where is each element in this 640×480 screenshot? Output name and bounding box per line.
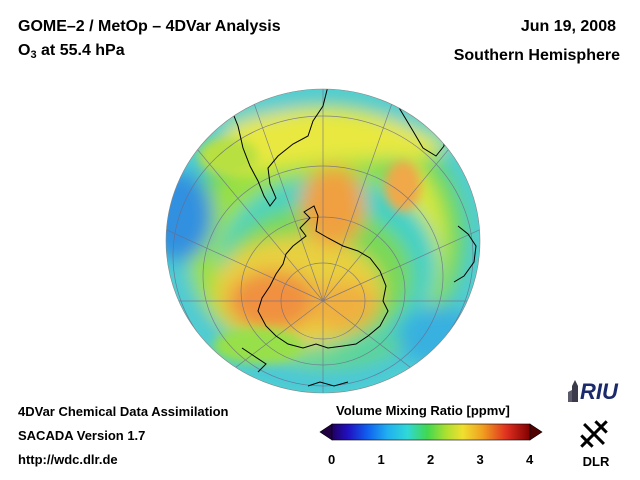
riu-logo: RIU xyxy=(566,372,630,411)
ozone-globe xyxy=(165,88,481,394)
colorbar-tick-label: 1 xyxy=(377,452,385,467)
colorbar-tick-label: 0 xyxy=(328,452,336,467)
colorbar-over-arrow xyxy=(529,423,543,441)
colorbar-tick-label: 2 xyxy=(427,452,435,467)
graticule xyxy=(166,89,480,393)
map-subtitle: O3 at 55.4 hPa xyxy=(18,42,125,61)
colorbar-title: Volume Mixing Ratio [ppmv] xyxy=(336,403,510,418)
pressure-level: at 55.4 hPa xyxy=(36,42,125,59)
footer-version: SACADA Version 1.7 xyxy=(18,428,146,443)
colorbar-gradient xyxy=(331,423,531,441)
dlr-logo: DLR xyxy=(566,412,626,473)
globe-outline xyxy=(165,88,481,394)
species-subscript: 3 xyxy=(30,49,37,61)
hemisphere-label: Southern Hemisphere xyxy=(453,47,620,64)
colorbar xyxy=(319,423,543,441)
footer-url: http://wdc.dlr.de xyxy=(18,452,118,467)
map-title: GOME–2 / MetOp – 4DVar Analysis xyxy=(18,18,281,35)
colorbar-tick-label: 3 xyxy=(476,452,484,467)
colorbar-tick-label: 4 xyxy=(526,452,534,467)
species-label: O xyxy=(18,42,31,59)
footer-assimilation: 4DVar Chemical Data Assimilation xyxy=(18,404,229,419)
dlr-logo-text: DLR xyxy=(583,454,610,468)
riu-logo-text: RIU xyxy=(580,379,619,404)
colorbar-under-arrow xyxy=(319,423,333,441)
date-label: Jun 19, 2008 xyxy=(520,18,616,35)
ozone-field xyxy=(166,89,480,393)
